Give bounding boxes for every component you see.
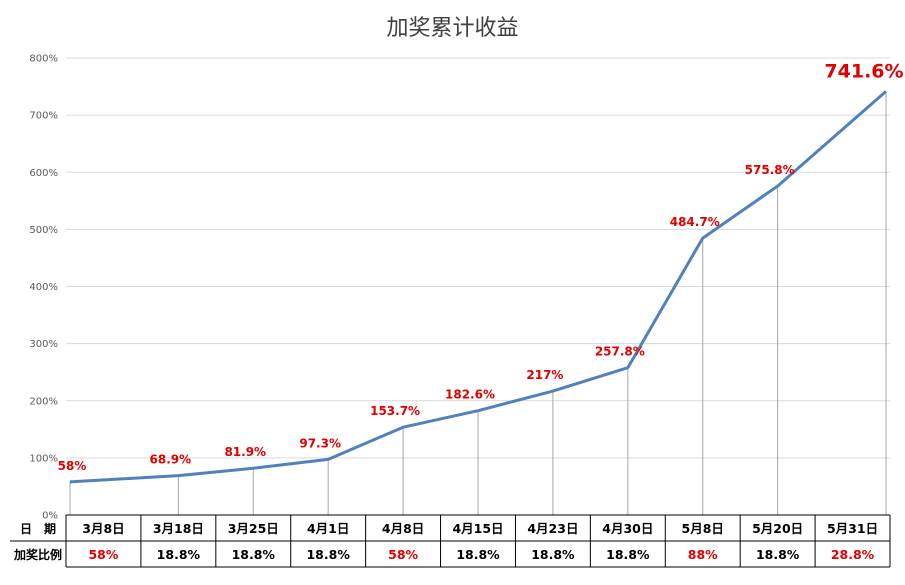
y-tick-label: 400% <box>29 282 58 293</box>
bonus-ratio-cell: 58% <box>88 547 118 562</box>
x-tick-label: 3月8日 <box>82 521 124 536</box>
table-row-header-date: 日 期 <box>20 521 56 536</box>
bonus-ratio-cell: 18.8% <box>306 547 350 562</box>
x-tick-label: 4月15日 <box>452 521 503 536</box>
data-label: 68.9% <box>150 453 192 467</box>
chart-title: 加奖累计收益 <box>386 16 519 41</box>
table-row-header-ratio: 加奖比例 <box>13 547 62 562</box>
series-line <box>69 90 887 484</box>
x-tick-label: 4月30日 <box>602 521 653 536</box>
data-label: 153.7% <box>370 404 420 418</box>
x-tick-label: 5月20日 <box>752 521 803 536</box>
x-tick-label: 3月25日 <box>228 521 279 536</box>
x-tick-label: 3月18日 <box>153 521 204 536</box>
y-tick-label: 200% <box>29 396 58 407</box>
bonus-ratio-cell: 18.8% <box>756 547 800 562</box>
y-tick-label: 500% <box>29 225 58 236</box>
x-tick-label: 4月8日 <box>382 521 424 536</box>
data-label: 58% <box>58 459 87 473</box>
bonus-ratio-cell: 18.8% <box>157 547 201 562</box>
bonus-ratio-cell: 18.8% <box>232 547 276 562</box>
x-tick-label: 4月1日 <box>307 521 349 536</box>
data-label: 81.9% <box>224 445 266 459</box>
y-tick-label: 300% <box>29 339 58 350</box>
bonus-ratio-cell: 58% <box>388 547 418 562</box>
bonus-ratio-cell: 88% <box>688 547 718 562</box>
data-label: 257.8% <box>595 345 645 359</box>
x-tick-label: 5月31日 <box>827 521 878 536</box>
data-label: 741.6% <box>824 60 903 82</box>
data-label: 182.6% <box>445 388 495 402</box>
bonus-ratio-cell: 18.8% <box>531 547 575 562</box>
data-label: 575.8% <box>745 163 795 177</box>
bonus-ratio-cell: 18.8% <box>456 547 500 562</box>
data-label: 217% <box>526 368 563 382</box>
y-tick-label: 0% <box>42 511 58 522</box>
y-tick-label: 100% <box>29 453 58 464</box>
data-label: 97.3% <box>299 436 341 450</box>
x-tick-label: 4月23日 <box>527 521 578 536</box>
x-tick-label: 5月8日 <box>682 521 724 536</box>
data-label: 484.7% <box>670 215 720 229</box>
y-tick-label: 800% <box>29 54 58 65</box>
y-tick-label: 600% <box>29 168 58 179</box>
bonus-ratio-cell: 18.8% <box>606 547 650 562</box>
y-tick-label: 700% <box>29 111 58 122</box>
bonus-ratio-cell: 28.8% <box>831 547 875 562</box>
